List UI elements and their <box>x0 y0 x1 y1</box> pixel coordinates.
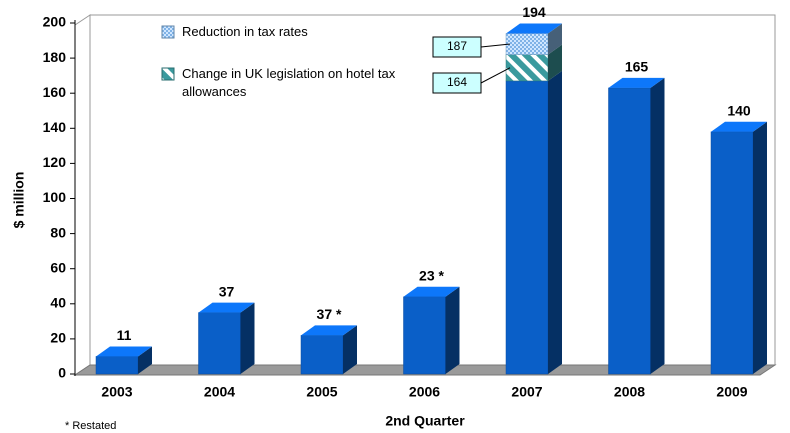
legend-swatch <box>161 25 175 39</box>
bar-label: 37 * <box>317 306 342 322</box>
callout-box <box>432 36 482 58</box>
y-tick-label: 20 <box>50 330 66 346</box>
bar-side <box>343 325 357 374</box>
bar-top <box>711 121 767 132</box>
bar-side <box>753 121 767 374</box>
bar-front <box>505 80 549 375</box>
bar-label: 37 <box>219 283 235 299</box>
y-tick-label: 180 <box>43 49 67 65</box>
bar-side <box>650 77 665 374</box>
bar-side <box>138 346 152 374</box>
side-wall <box>74 14 91 376</box>
y-tick-label: 120 <box>43 154 67 170</box>
bar-top <box>96 346 152 357</box>
bar-label: 11 <box>117 327 132 343</box>
bar <box>403 286 460 375</box>
y-tick-label: 200 <box>43 14 67 30</box>
bar-front <box>505 54 549 82</box>
bar-side <box>445 286 460 374</box>
bar-label: 165 <box>625 59 649 75</box>
bar <box>505 44 562 82</box>
bar-side <box>240 302 255 374</box>
bar <box>505 70 562 375</box>
bar-front <box>403 296 446 375</box>
x-axis-label: 2nd Quarter <box>385 413 465 429</box>
legend-label: Reduction in tax rates <box>182 24 308 39</box>
bar-side <box>548 44 562 81</box>
bar-label: 194 <box>522 4 546 20</box>
bar-top <box>198 302 255 313</box>
x-tick-label: 2007 <box>511 384 542 400</box>
x-tick-label: 2005 <box>306 384 337 400</box>
callout-leader <box>480 67 511 84</box>
bar <box>505 23 562 55</box>
bar-top <box>403 286 460 297</box>
y-tick-label: 40 <box>50 295 66 311</box>
bar-side <box>548 23 562 55</box>
legend-entry: Reduction in tax rates <box>182 24 308 39</box>
y-tick-label: 60 <box>50 259 66 275</box>
x-tick-label: 2009 <box>716 384 747 400</box>
bar <box>198 302 255 375</box>
callout-leader <box>480 43 511 48</box>
footnote: * Restated <box>65 420 116 432</box>
y-axis-label: $ million <box>11 172 27 229</box>
legend-swatch <box>161 67 175 81</box>
y-tick-label: 0 <box>58 365 66 381</box>
x-tick-label: 2008 <box>614 384 645 400</box>
bar <box>710 121 767 375</box>
bar-front <box>710 131 754 375</box>
callout-text: 164 <box>447 75 467 89</box>
bar-front <box>608 87 651 375</box>
bar-side <box>548 70 562 374</box>
bar-label: 23 * <box>419 267 444 283</box>
bar <box>300 325 357 375</box>
bar-top <box>301 325 357 336</box>
bar-top <box>608 77 665 88</box>
y-tick-label: 100 <box>43 189 67 205</box>
bar <box>608 77 665 375</box>
x-tick-label: 2006 <box>409 384 440 400</box>
callout-box <box>432 72 482 94</box>
legend-entry: Change in UK legislation on hotel tax al… <box>182 66 396 99</box>
x-tick-label: 2004 <box>204 384 235 400</box>
y-tick-label: 80 <box>50 224 66 240</box>
x-tick-label: 2003 <box>101 384 132 400</box>
bar-top <box>506 23 562 34</box>
y-tick-label: 160 <box>43 84 67 100</box>
bar-front <box>198 312 241 375</box>
legend-label: Change in UK legislation on hotel tax al… <box>182 66 396 99</box>
bar-front <box>505 33 549 55</box>
callout-text: 187 <box>447 39 467 53</box>
bar-front <box>95 356 139 375</box>
bar-label: 140 <box>727 103 751 119</box>
bar-front <box>300 335 344 375</box>
y-tick-label: 140 <box>43 119 67 135</box>
